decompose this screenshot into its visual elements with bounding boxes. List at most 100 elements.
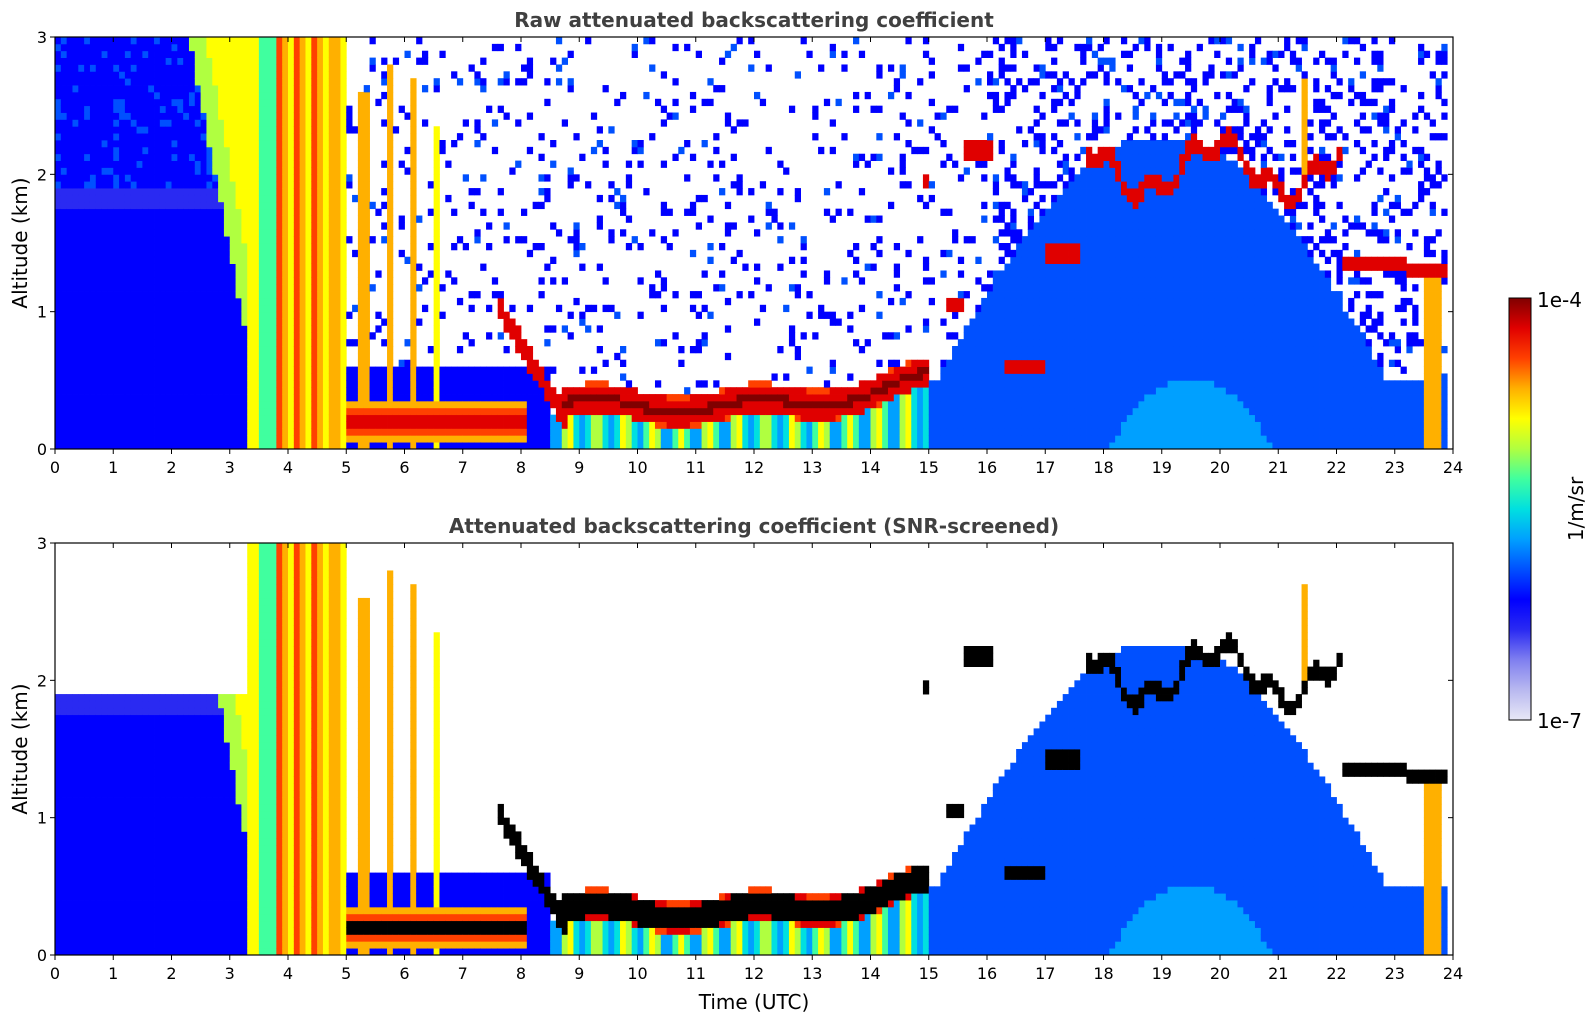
heatmap-cell (264, 442, 271, 449)
heatmap-cell (788, 339, 796, 347)
heatmap-cell (188, 174, 196, 182)
heatmap-cell (136, 112, 143, 120)
heatmap-cell (194, 284, 202, 292)
heatmap-cell (270, 325, 277, 333)
heatmap-cell (340, 291, 347, 299)
heatmap-cell (218, 119, 225, 127)
heatmap-cell (672, 291, 679, 299)
heatmap-cell (293, 71, 301, 79)
heatmap-cell (800, 428, 807, 436)
heatmap-cell (183, 119, 190, 127)
heatmap-cell (119, 105, 126, 113)
heatmap-cell (95, 291, 103, 299)
heatmap-cell (113, 277, 120, 285)
heatmap-cell (89, 140, 97, 148)
heatmap-cell (55, 318, 62, 326)
heatmap-cell (95, 400, 103, 409)
heatmap-cell (171, 236, 178, 244)
heatmap-cell (468, 366, 475, 374)
heatmap-cell (107, 91, 114, 100)
heatmap-cell (730, 43, 737, 52)
heatmap-cell (975, 435, 982, 443)
heatmap-cell (538, 394, 545, 402)
heatmap-cell (235, 222, 242, 230)
heatmap-cell (585, 442, 592, 449)
heatmap-cell (328, 359, 336, 367)
heatmap-cell (200, 174, 207, 182)
heatmap-cell (130, 91, 137, 100)
heatmap-cell (893, 133, 901, 141)
heatmap-cell (78, 332, 85, 340)
heatmap-cell (684, 174, 691, 182)
heatmap-cell (136, 208, 143, 216)
heatmap-cell (264, 311, 271, 319)
heatmap-cell (322, 400, 330, 409)
heatmap-cell (299, 222, 306, 230)
heatmap-cell (928, 98, 935, 107)
heatmap-cell (177, 373, 184, 381)
heatmap-cell (410, 263, 417, 271)
heatmap-cell (771, 421, 778, 429)
heatmap-cell (928, 194, 935, 203)
heatmap-cell (334, 188, 341, 196)
heatmap-cell (451, 380, 458, 388)
heatmap-cell (55, 407, 62, 416)
heatmap-cell (934, 394, 941, 402)
heatmap-cell (369, 236, 376, 244)
heatmap-cell (940, 366, 947, 374)
heatmap-cell (253, 153, 260, 161)
heatmap-cell (183, 256, 190, 264)
heatmap-cell (392, 126, 400, 134)
heatmap-cell (299, 201, 306, 210)
heatmap-cell (66, 421, 73, 429)
heatmap-cell (159, 181, 167, 189)
heatmap-cell (258, 352, 266, 361)
heatmap-cell (258, 325, 266, 333)
heatmap-cell (608, 442, 615, 449)
heatmap-cell (882, 421, 889, 429)
heatmap-cell (439, 387, 446, 395)
heatmap-cell (963, 346, 970, 354)
heatmap-cell (212, 98, 219, 107)
heatmap-cell (66, 160, 73, 168)
heatmap-cell (177, 64, 184, 72)
heatmap-cell (381, 373, 388, 381)
heatmap-cell (154, 71, 161, 79)
heatmap-cell (922, 366, 930, 374)
heatmap-cell (672, 43, 679, 52)
heatmap-cell (212, 366, 219, 374)
heatmap-cell (119, 160, 126, 168)
heatmap-cell (853, 270, 860, 278)
heatmap-cell (445, 380, 452, 388)
heatmap-cell (398, 215, 405, 223)
heatmap-cell (899, 414, 906, 422)
heatmap-cell (387, 222, 394, 230)
heatmap-cell (474, 78, 481, 86)
heatmap-cell (433, 153, 440, 161)
heatmap-cell (212, 387, 219, 395)
heatmap-cell (311, 181, 318, 189)
heatmap-cell (853, 160, 860, 168)
heatmap-cell (276, 222, 283, 230)
heatmap-cell (124, 153, 132, 161)
heatmap-cell (736, 37, 743, 45)
heatmap-cell (433, 85, 440, 93)
heatmap-cell (124, 291, 132, 299)
heatmap-cell (101, 318, 108, 326)
heatmap-cell (765, 442, 772, 449)
heatmap-cell (229, 105, 236, 113)
heatmap-cell (858, 414, 866, 422)
heatmap-cell (136, 400, 143, 409)
heatmap-cell (142, 291, 149, 299)
heatmap-cell (835, 407, 842, 416)
heatmap-cell (171, 366, 178, 374)
heatmap-cell (818, 304, 825, 313)
heatmap-cell (55, 57, 62, 65)
heatmap-cell (183, 325, 190, 333)
heatmap-cell (864, 91, 871, 100)
heatmap-cell (124, 373, 132, 381)
heatmap-cell (689, 291, 697, 299)
heatmap-cell (276, 435, 283, 443)
heatmap-cell (340, 346, 347, 354)
heatmap-cell (748, 407, 755, 416)
